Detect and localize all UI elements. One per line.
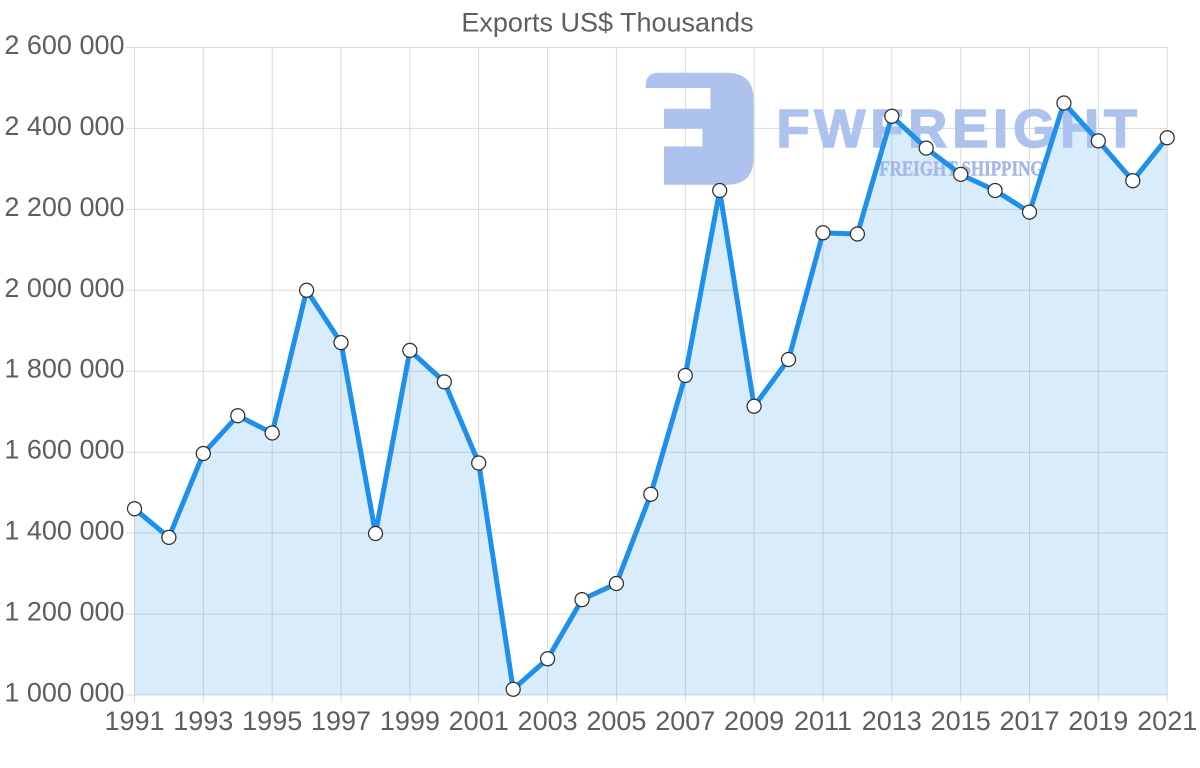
svg-text:2 600 000: 2 600 000 bbox=[4, 30, 124, 60]
svg-text:2007: 2007 bbox=[655, 706, 715, 736]
svg-text:2021: 2021 bbox=[1137, 706, 1197, 736]
svg-text:2001: 2001 bbox=[449, 706, 509, 736]
svg-text:2019: 2019 bbox=[1068, 706, 1128, 736]
svg-text:1993: 1993 bbox=[173, 706, 233, 736]
svg-text:2011: 2011 bbox=[794, 706, 852, 736]
svg-text:1997: 1997 bbox=[311, 706, 371, 736]
svg-text:1991: 1991 bbox=[104, 706, 164, 736]
svg-text:2003: 2003 bbox=[518, 706, 578, 736]
svg-text:1 000 000: 1 000 000 bbox=[4, 678, 124, 708]
svg-text:2 000 000: 2 000 000 bbox=[4, 273, 124, 303]
svg-text:1995: 1995 bbox=[242, 706, 302, 736]
svg-text:2 200 000: 2 200 000 bbox=[4, 192, 124, 222]
svg-text:1 400 000: 1 400 000 bbox=[4, 516, 124, 546]
svg-text:1 200 000: 1 200 000 bbox=[4, 597, 124, 627]
svg-text:1999: 1999 bbox=[380, 706, 440, 736]
svg-text:2017: 2017 bbox=[999, 706, 1059, 736]
svg-text:1 800 000: 1 800 000 bbox=[4, 354, 124, 384]
svg-text:2015: 2015 bbox=[931, 706, 991, 736]
svg-text:2 400 000: 2 400 000 bbox=[4, 111, 124, 141]
svg-text:2005: 2005 bbox=[586, 706, 646, 736]
svg-text:2009: 2009 bbox=[724, 706, 784, 736]
svg-text:1 600 000: 1 600 000 bbox=[4, 435, 124, 465]
svg-text:2013: 2013 bbox=[862, 706, 922, 736]
svg-text:Exports US$ Thousands: Exports US$ Thousands bbox=[461, 8, 753, 38]
svg-text:FWFREIGHT: FWFREIGHT bbox=[777, 99, 1138, 159]
